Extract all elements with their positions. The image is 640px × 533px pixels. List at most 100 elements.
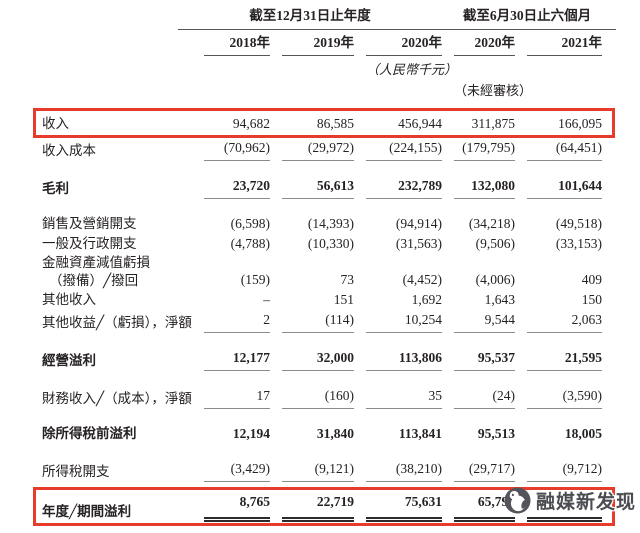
table-row: 除所得稅前溢利 12,194 31,840 113,841 95,513 18,005 [42,424,602,444]
cell-value: 75,631 [366,492,442,522]
cell-value: 22,719 [282,492,354,522]
cell-value: 9,544 [454,310,515,333]
row-label-line: 金融資產減值虧損 [42,255,150,270]
cell-value: 18,005 [564,426,602,441]
cell-value: 56,613 [282,176,354,199]
spacer-cell [42,33,192,56]
cell-value: (31,563) [395,236,442,251]
cell-value: 12,194 [232,426,270,441]
table-row: 收入 94,682 86,585 456,944 311,875 166,095 [42,114,602,134]
cell-value: 1,643 [484,292,515,307]
cell-value [527,512,602,522]
cell-value: (4,452) [402,272,442,287]
cell-value: (159) [240,272,270,287]
cell-value: (9,506) [475,236,515,251]
table-row: 所得稅開支 (3,429) (9,121) (38,210) (29,717) (9,71… [42,459,602,482]
row-label: 年度╱期間溢利 [42,504,132,519]
period-group-annual: 截至12月31日止年度 [178,6,442,30]
table-row: 一般及行政開支 (4,788) (10,330) (31,563) (9,506) (33… [42,234,602,254]
cell-value: 1,692 [411,292,442,307]
row-label-line: （撥備）╱撥回 [49,273,139,288]
watermark: 融媒新发现 [504,487,636,514]
cell-value: 151 [333,292,354,307]
period-group-interim: 截至6月30日止六個月 [438,6,616,30]
table-row: 金融資產減值虧損 （撥備）╱撥回 (159) 73 (4,452) (4,006) 409 [42,254,602,290]
row-label: 財務收入╱（成本），淨額 [42,391,192,406]
cell-value: (70,962) [204,138,270,161]
currency-unit-note: （人民幣千元） [366,62,458,77]
cell-value: (3,429) [204,459,270,482]
row-label: 一般及行政開支 [42,236,137,251]
cell-value: 8,765 [204,492,270,522]
cell-value: 94,682 [232,116,270,131]
col-header-2021-interim: 2021年 [527,33,602,56]
cell-value: 409 [581,272,602,287]
cell-value: (3,590) [527,386,602,409]
cell-value: 232,789 [366,176,442,199]
row-label: 所得稅開支 [42,464,110,479]
table-row: 經營溢利 12,177 32,000 113,806 95,537 21,595 [42,348,602,371]
unit-note-row: （人民幣千元） [42,60,602,80]
cell-value: (9,121) [282,459,354,482]
row-label: 金融資產減值虧損 （撥備）╱撥回 [42,254,192,290]
cell-value: 32,000 [282,348,354,371]
table-row: 銷售及營銷開支 (6,598) (14,393) (94,914) (34,218) (4… [42,214,602,234]
cell-value: 311,875 [471,116,515,131]
cell-value: 95,513 [477,426,515,441]
row-label: 除所得稅前溢利 [42,426,137,441]
row-label: 其他收入 [42,292,96,307]
row-label: 收入成本 [42,143,96,158]
cell-value: 456,944 [398,116,442,131]
col-header-2020: 2020年 [366,33,442,56]
table-row: 其他收益╱（虧損），淨額 2 (114) 10,254 9,544 2,063 [42,310,602,333]
table-body: 收入 94,682 86,585 456,944 311,875 166,095 收入成本 (… [33,108,615,526]
cell-value: (49,518) [555,216,602,231]
cell-value: (114) [282,310,354,333]
cell-value: 2,063 [527,310,602,333]
cell-value: (160) [282,386,354,409]
cell-value: 23,720 [204,176,270,199]
cell-value: (4,006) [475,272,515,287]
col-header-2018: 2018年 [204,33,270,56]
unaudited-note-row: （未經審核） [42,81,602,101]
col-header-2020-interim: 2020年 [454,33,515,56]
table-row: 毛利 23,720 56,613 232,789 132,080 101,644 [42,176,602,199]
cell-value: 132,080 [454,176,515,199]
cell-value: (29,972) [282,138,354,161]
row-label: 經營溢利 [42,353,96,368]
cell-value: 31,840 [316,426,354,441]
period-group-row: 截至12月31日止年度 截至6月30日止六個月 [42,6,616,30]
cell-value: 113,841 [398,426,442,441]
table-row: 其他收入 – 151 1,692 1,643 150 [42,290,602,310]
cell-value: (10,330) [307,236,354,251]
cell-value: (4,788) [230,236,270,251]
cell-value: (14,393) [307,216,354,231]
cell-value: 86,585 [316,116,354,131]
cell-value: 21,595 [527,348,602,371]
cell-value: (29,717) [454,459,515,482]
watermark-text: 融媒新发现 [536,492,637,513]
cell-value: (224,155) [366,138,442,161]
cell-value: 166,095 [558,116,602,131]
row-label: 收入 [42,116,69,131]
cell-value: (9,712) [527,459,602,482]
income-statement-table: 截至12月31日止年度 截至6月30日止六個月 2018年 2019年 2020… [33,6,616,526]
year-header-row: 2018年 2019年 2020年 2020年 2021年 [42,33,602,56]
cell-value: (6,598) [230,216,270,231]
cell-value: (34,218) [468,216,515,231]
cell-value: 150 [581,292,602,307]
table-row: 收入成本 (70,962) (29,972) (224,155) (179,795) (6… [42,138,602,161]
highlight-box: 收入 94,682 86,585 456,944 311,875 166,095 [33,108,615,138]
cell-value: 101,644 [527,176,602,199]
cell-value: (33,153) [555,236,602,251]
cell-value: – [263,292,270,307]
cell-value: (64,451) [527,138,602,161]
cell-value: 95,537 [454,348,515,371]
penguin-icon [504,487,531,514]
cell-value: (38,210) [366,459,442,482]
cell-value: 17 [204,386,270,409]
cell-value: (179,795) [454,138,515,161]
table-row: 財務收入╱（成本），淨額 17 (160) 35 (24) (3,590) [42,386,602,409]
cell-value: 10,254 [366,310,442,333]
